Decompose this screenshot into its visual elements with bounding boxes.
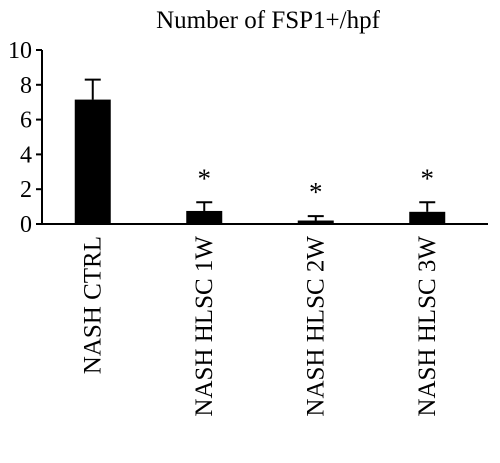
chart-title: Number of FSP1+/hpf [156, 7, 381, 34]
significance-markers: * * * [198, 163, 435, 207]
significance-marker: * [421, 163, 435, 193]
y-tick-label: 0 [20, 212, 32, 238]
x-category-label: NASH HLSC 2W [302, 236, 329, 417]
y-tick-label: 4 [20, 142, 32, 168]
y-tick-label: 10 [8, 38, 32, 64]
bar-3 [409, 211, 446, 224]
bars [74, 99, 446, 224]
bar-0 [74, 99, 111, 224]
y-tick-label: 2 [20, 177, 32, 203]
x-category-label: NASH HLSC 3W [414, 236, 441, 417]
significance-marker: * [309, 177, 323, 207]
x-category-label: NASH HLSC 1W [191, 236, 218, 417]
bar-2 [297, 220, 334, 224]
y-tick-label: 8 [20, 73, 32, 99]
significance-marker: * [198, 163, 212, 193]
x-category-label: NASH CTRL [79, 236, 106, 374]
error-bars [84, 78, 436, 221]
y-axis-ticks: 0 2 4 6 8 10 [8, 38, 42, 238]
bar-1 [186, 210, 223, 224]
y-tick-label: 6 [20, 108, 32, 134]
x-axis-category-labels: NASH CTRL NASH HLSC 1W NASH HLSC 2W NASH HL… [79, 236, 441, 417]
